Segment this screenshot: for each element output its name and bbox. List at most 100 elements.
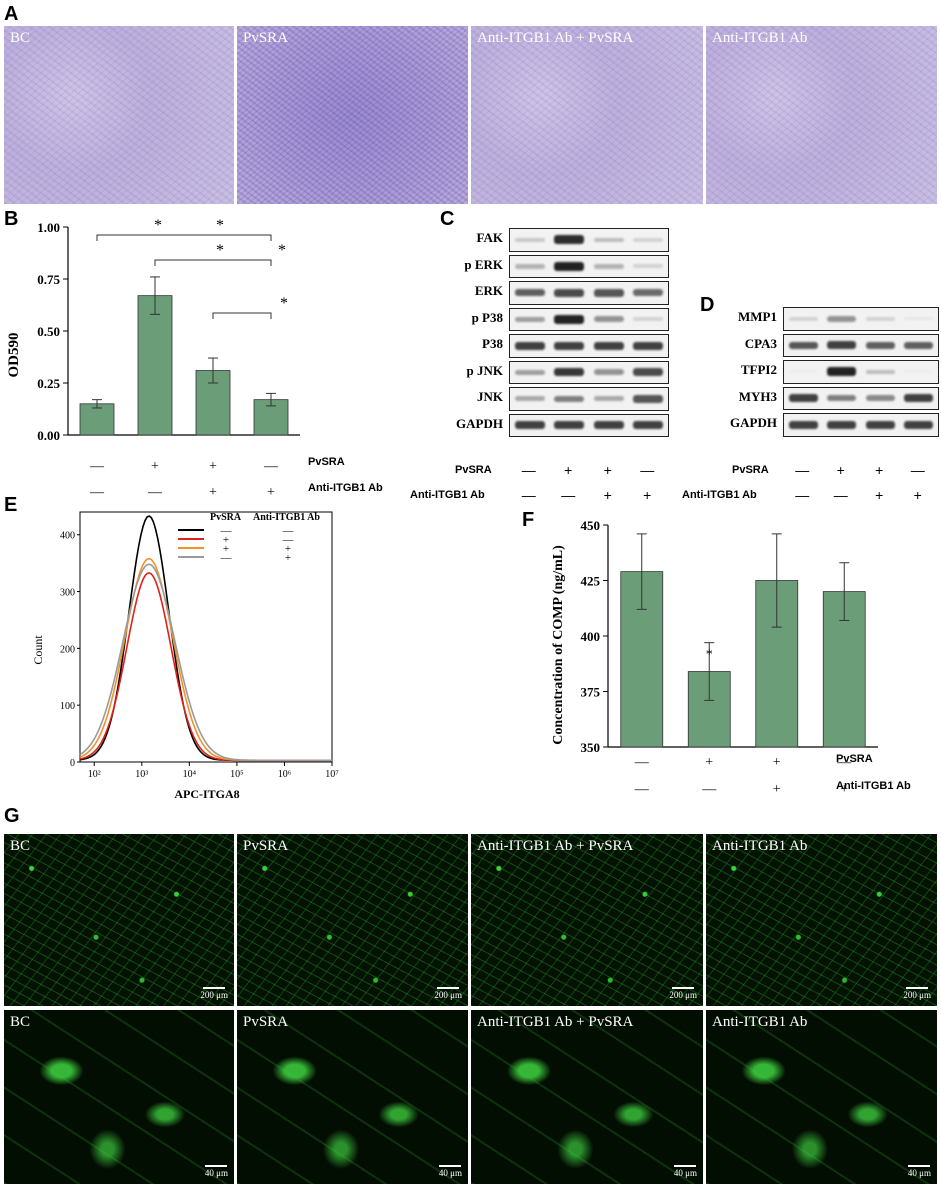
scale-bar: 200 μm	[669, 987, 697, 1000]
blot-band	[554, 421, 585, 430]
blot-label: p ERK	[464, 256, 503, 272]
treatment-sign: +	[913, 487, 922, 503]
blot-band	[904, 394, 934, 403]
blot-band	[633, 237, 664, 242]
blot-band	[904, 370, 933, 373]
scale-bar: 200 μm	[903, 987, 931, 1000]
treatment-sign: +	[603, 462, 612, 478]
significance-bracket	[212, 312, 272, 319]
blot-band	[514, 237, 545, 242]
treatment-sign: —	[634, 782, 650, 797]
micrograph-g-pvsra-low: PvSRA 200 μm	[237, 834, 468, 1006]
blot-band	[593, 369, 624, 376]
x-tick-label: 10⁵	[230, 769, 244, 780]
blot-band	[554, 288, 585, 297]
treatment-sign: —	[89, 485, 105, 495]
treatment-sign: —	[561, 487, 576, 503]
plot-frame	[79, 511, 333, 763]
blot-band	[904, 317, 934, 321]
y-tick-label: 375	[581, 685, 601, 700]
y-tick-label: 0.75	[37, 272, 60, 287]
blot-band	[827, 395, 857, 402]
blot-strip	[783, 360, 939, 384]
legend-sign: +	[223, 543, 229, 555]
blot-band	[865, 341, 895, 349]
y-tick-label: 0.50	[37, 324, 60, 339]
blot-strip	[783, 413, 939, 437]
blot-band	[554, 368, 585, 377]
x-tick-label: 10⁶	[278, 769, 292, 780]
blot-label: FAK	[476, 230, 503, 245]
treatment-sign: —	[836, 755, 852, 770]
blot-band	[827, 315, 857, 322]
y-tick-label: 200	[60, 644, 75, 655]
blot-strip	[509, 413, 669, 437]
scale-bar: 200 μm	[434, 987, 462, 1000]
blot-band	[514, 369, 545, 375]
legend-sign: +	[223, 534, 229, 546]
blot-label: GAPDH	[456, 415, 503, 431]
blot-label: p JNK	[466, 362, 503, 378]
blot-band	[827, 341, 857, 350]
blot-c-row-label-pvsra: PvSRA	[455, 464, 492, 476]
x-tick-label: 10³	[135, 769, 148, 780]
significance-star: *	[706, 648, 713, 663]
treatment-sign: —	[795, 487, 810, 503]
treatment-sign: +	[875, 487, 884, 503]
blot-label: CPA3	[744, 335, 777, 351]
blot-band	[904, 420, 934, 429]
treatment-sign: +	[643, 487, 652, 503]
blot-band	[514, 263, 545, 269]
blot-label: MMP1	[738, 309, 777, 324]
blot-band	[904, 341, 934, 349]
treatment-sign: —	[89, 459, 105, 474]
blot-band	[593, 289, 624, 297]
treatment-sign: —	[521, 462, 536, 478]
y-tick-label: 350	[581, 740, 601, 755]
blot-strip	[509, 307, 669, 331]
blot-band	[633, 317, 664, 322]
panel-letter-c: C	[440, 208, 455, 230]
blot-strip	[783, 333, 939, 357]
treatment-sign: —	[147, 485, 163, 495]
significance-bracket	[96, 234, 272, 241]
y-tick-label: 1.00	[37, 220, 60, 235]
blot-band	[788, 420, 818, 429]
treatment-sign: +	[836, 462, 845, 478]
panel-letter-d: D	[700, 294, 715, 316]
blot-band	[554, 235, 585, 245]
treatment-sign: +	[151, 459, 159, 474]
blot-band	[593, 237, 624, 242]
legend-sign: +	[285, 552, 291, 564]
blot-strip	[509, 254, 669, 278]
treatment-sign: —	[795, 462, 810, 478]
blot-band	[514, 289, 545, 297]
micrograph-label: Anti-ITGB1 Ab + PvSRA	[477, 30, 634, 46]
blot-label: JNK	[477, 389, 503, 404]
micrograph-a-anti: Anti-ITGB1 Ab	[706, 26, 937, 204]
blot-label: ERK	[474, 283, 503, 298]
micrograph-label: BC	[10, 30, 31, 46]
blot-band	[633, 289, 664, 297]
micrograph-label: PvSRA	[243, 30, 289, 46]
micrograph-a-anti-pvsra: Anti-ITGB1 Ab + PvSRA	[471, 26, 703, 204]
significance-star: *	[216, 242, 224, 259]
micrograph-label: Anti-ITGB1 Ab	[712, 30, 808, 46]
treatment-sign: —	[263, 459, 279, 474]
treatment-sign: +	[705, 755, 713, 770]
treatment-sign: +	[564, 462, 573, 478]
blot-band	[788, 394, 818, 403]
blot-strip	[783, 386, 939, 410]
blot-band	[514, 421, 545, 430]
legend-sign: —	[282, 534, 295, 546]
treatment-sign: +	[773, 782, 781, 797]
scale-bar: 200 μm	[200, 987, 228, 1000]
blot-band	[788, 316, 818, 321]
blot-band	[633, 368, 664, 377]
treatment-sign: —	[521, 487, 536, 503]
chart-b-row-label-anti: Anti-ITGB1 Ab	[308, 482, 383, 494]
significance-star: *	[216, 217, 224, 234]
chart-b-ylabel: OD590	[6, 333, 22, 378]
significance-bracket	[154, 259, 272, 266]
blot-band	[593, 263, 624, 269]
